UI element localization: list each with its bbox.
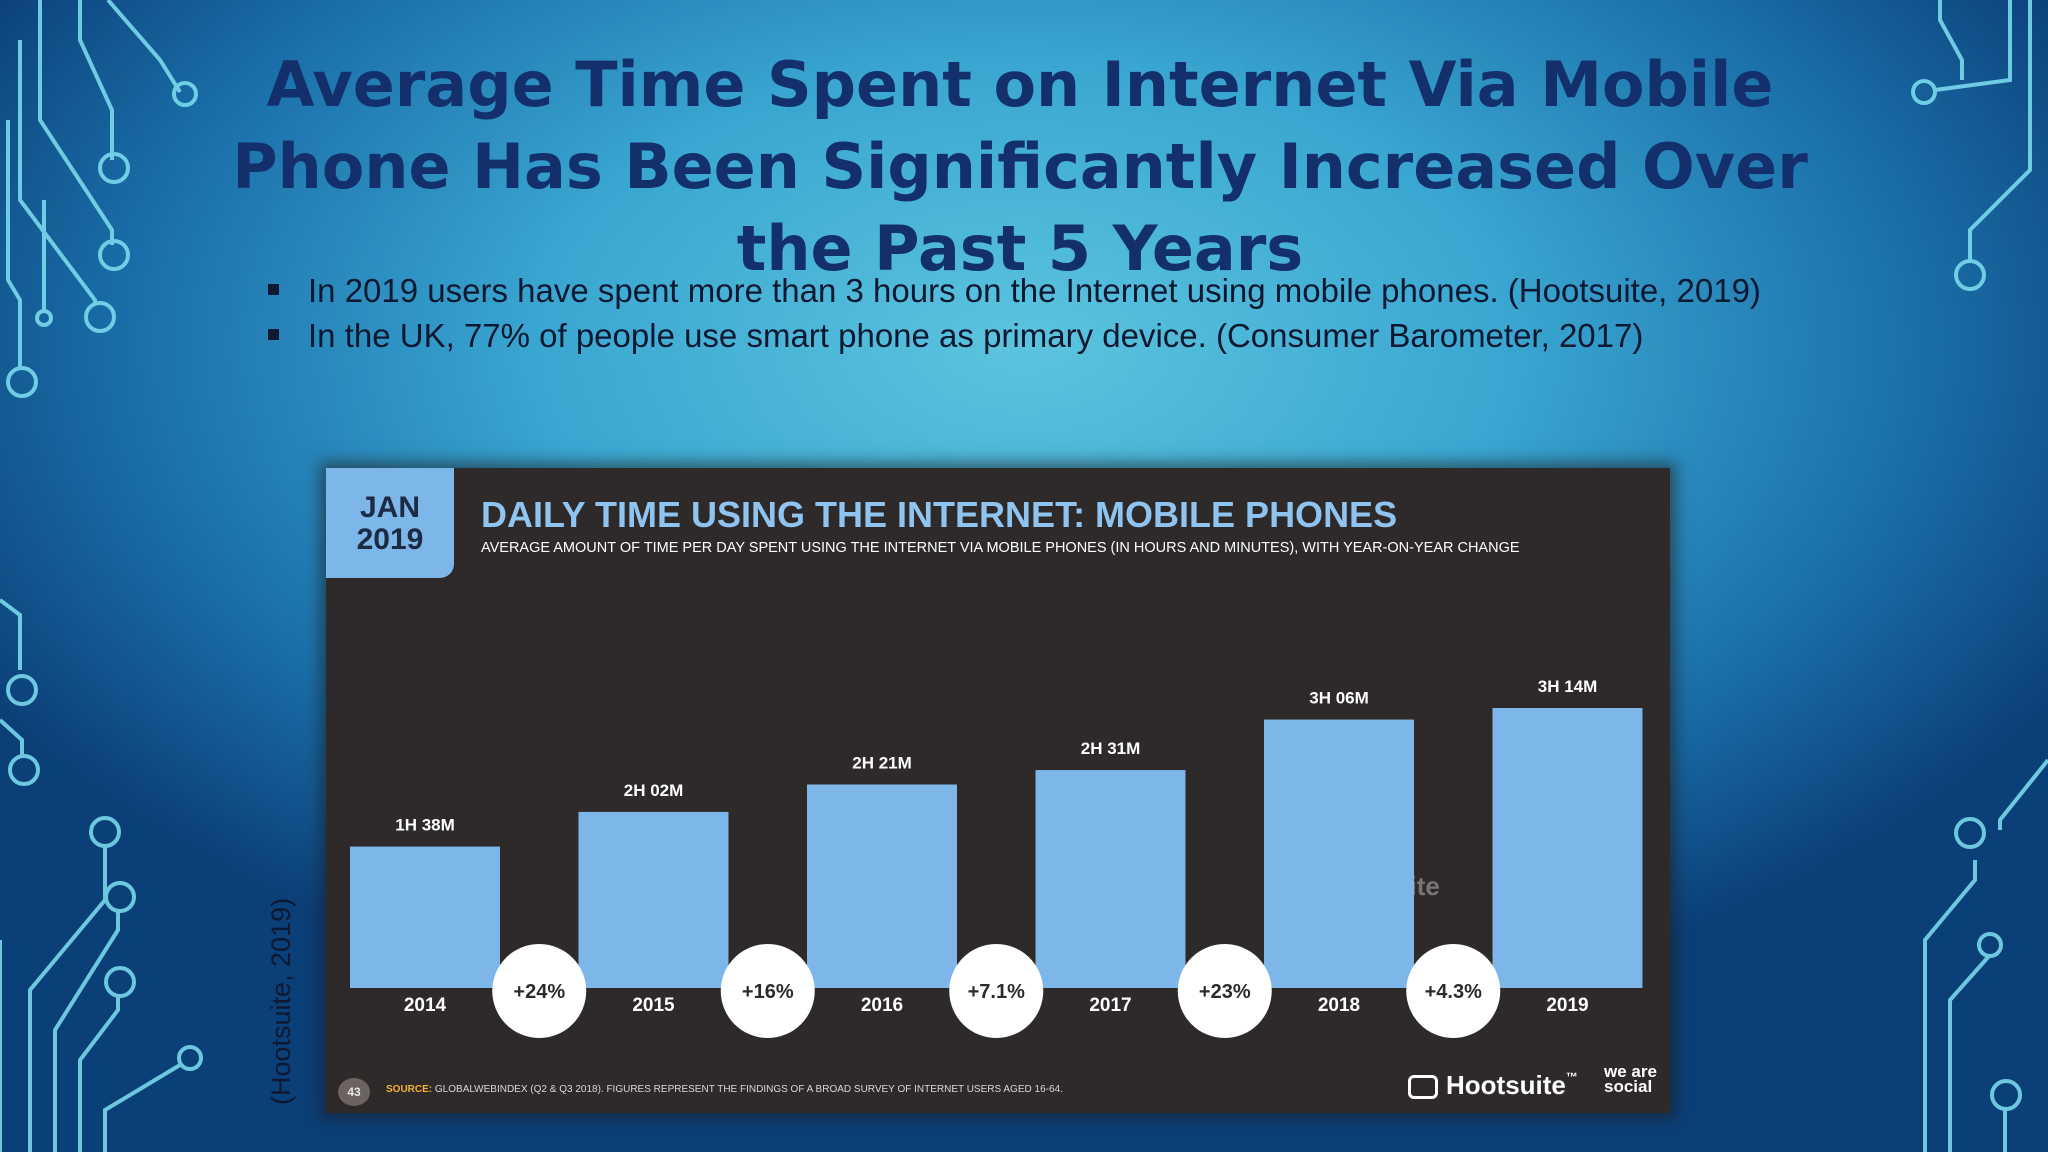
x-tick-label-2016: 2016 (861, 995, 903, 1016)
date-badge: JAN 2019 (326, 468, 454, 578)
bullet-list: In 2019 users have spent more than 3 hou… (268, 268, 1828, 358)
x-tick-label-2015: 2015 (632, 995, 675, 1016)
bar-2017 (1035, 770, 1186, 988)
bar-2015 (578, 811, 729, 988)
x-tick-label-2014: 2014 (404, 995, 447, 1016)
badge-year: 2019 (356, 523, 424, 556)
value-label-2017: 2H 31M (1081, 739, 1141, 758)
bullet-item: In the UK, 77% of people use smart phone… (268, 313, 1828, 358)
x-tick-label-2017: 2017 (1089, 995, 1131, 1016)
yoy-change-circle (1406, 944, 1501, 1038)
value-label-2019: 3H 14M (1538, 677, 1598, 696)
x-tick-label-2018: 2018 (1318, 995, 1360, 1016)
badge-month: JAN (359, 491, 420, 524)
yoy-change-circle (720, 944, 815, 1038)
yoy-change-label: +16% (742, 981, 794, 1003)
square-bullet-icon (268, 329, 279, 340)
yoy-change-circle (1177, 944, 1272, 1038)
value-label-2014: 1H 38M (395, 816, 455, 835)
bullet-text: In the UK, 77% of people use smart phone… (308, 317, 1644, 354)
side-citation: (Hootsuite, 2019) (266, 897, 296, 1105)
slide-title: Average Time Spent on Internet Via Mobil… (232, 48, 1808, 285)
bar-2018 (1264, 719, 1414, 988)
square-bullet-icon (268, 284, 279, 295)
source-text: GLOBALWEBINDEX (Q2 & Q3 2018). FIGURES R… (434, 1084, 1063, 1095)
yoy-change-circle (949, 944, 1044, 1038)
bar-2019 (1492, 708, 1643, 988)
hootsuite-logo: Hootsuite™ (1408, 1070, 1578, 1101)
bar-2016 (807, 784, 957, 988)
x-tick-label-2019: 2019 (1546, 995, 1588, 1016)
brand-name: Hootsuite (1446, 1070, 1566, 1100)
source-note: SOURCE: GLOBALWEBINDEX (Q2 & Q3 2018). F… (386, 1084, 1063, 1095)
value-label-2016: 2H 21M (852, 753, 912, 772)
yoy-change-label: +23% (1199, 981, 1251, 1003)
trademark-mark: ™ (1565, 1070, 1578, 1084)
value-label-2018: 3H 06M (1309, 689, 1369, 708)
we-are-social-logo: we are social (1604, 1062, 1657, 1096)
yoy-change-label: +4.3% (1425, 981, 1482, 1003)
chart-subtitle: AVERAGE AMOUNT OF TIME PER DAY SPENT USI… (481, 540, 1520, 556)
value-label-2015: 2H 02M (624, 781, 684, 800)
yoy-change-circle (492, 944, 587, 1038)
chart-title: DAILY TIME USING THE INTERNET: MOBILE PH… (481, 494, 1398, 535)
source-label: SOURCE: (386, 1084, 433, 1095)
owl-logo-icon (1408, 1075, 1438, 1100)
bullet-text: In 2019 users have spent more than 3 hou… (308, 272, 1761, 309)
infographic-image: JAN 2019 DAILY TIME USING THE INTERNET: … (326, 468, 1670, 1113)
bar-2014 (350, 846, 500, 988)
bullet-item: In 2019 users have spent more than 3 hou… (268, 268, 1828, 313)
slide-number-badge: 43 (338, 1078, 370, 1106)
yoy-change-label: +7.1% (968, 981, 1025, 1003)
yoy-change-label: +24% (513, 981, 565, 1003)
